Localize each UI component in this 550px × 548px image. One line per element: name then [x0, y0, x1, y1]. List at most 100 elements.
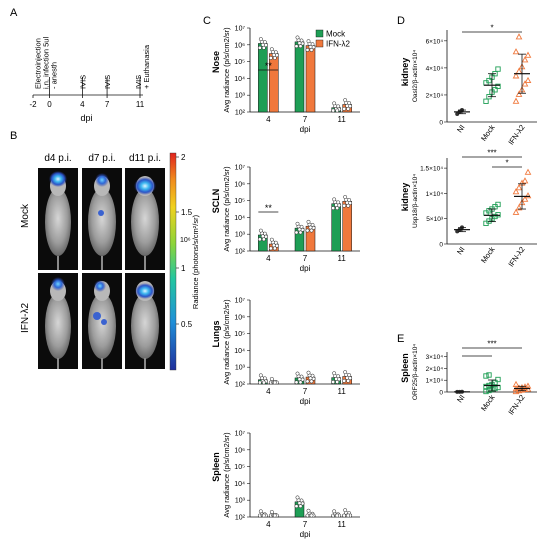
significance-label: ** [265, 203, 273, 213]
data-point [258, 228, 263, 233]
col-label-d4: d4 p.i. [44, 153, 71, 164]
x-axis-label: dpi [300, 264, 311, 273]
legend-swatch-mock [315, 29, 324, 38]
data-point [305, 47, 310, 52]
y-axis-label: Avg radiance (p/s/cm2/sr) [222, 432, 231, 518]
x-tick-label: 7 [303, 520, 308, 529]
data-point [515, 67, 523, 74]
colorbar-tick-label: 0.5 [181, 320, 193, 329]
data-point [331, 206, 336, 211]
data-point [295, 35, 300, 40]
data-point [495, 376, 501, 383]
timeline-event-label: IVIS [103, 75, 112, 89]
x-tick-label: 4 [266, 254, 271, 263]
x-tick-label: Mock [479, 245, 497, 265]
data-point [272, 56, 277, 60]
y-tick-label: 10² [235, 515, 246, 522]
data-point [492, 213, 498, 220]
imaging-panel: d4 p.i. d7 p.i. d11 p.i. Mock IFN-λ2 [20, 152, 200, 371]
chart-lungs: 10² 10³ 10⁴ 10⁵ 10⁶ 10⁷ Lungs Avg radiance (p/s… [211, 298, 360, 406]
data-point [258, 373, 263, 378]
data-point [512, 72, 520, 79]
x-axis-label: dpi [300, 125, 311, 134]
data-point [515, 204, 523, 211]
chart-kidney-oasl2: 0 2×10⁴ 4×10⁴ 6×10⁴ kidney Oasl2/β-actin×10⁴ N… [400, 24, 537, 147]
x-tick-label: 4 [266, 520, 271, 529]
data-point [309, 513, 314, 518]
y-tick-label: 0 [439, 242, 443, 249]
timeline-event-label: Electroinjection [33, 38, 42, 89]
col-label-d11: d11 p.i. [129, 153, 161, 164]
mouse-image-mock-d4 [38, 168, 78, 270]
significance-label: * [505, 159, 508, 168]
colorbar-label: Radiance (photons/s/cm²/sr) [191, 214, 200, 309]
data-point [269, 47, 274, 52]
y-tick-label: 10⁴ [234, 481, 245, 488]
timeline-tick-label: 11 [136, 100, 145, 109]
data-point [492, 87, 498, 93]
data-point [298, 230, 303, 235]
data-point [309, 47, 314, 52]
y-tick-label: 10⁶ [234, 314, 245, 321]
y-tick-label: 10⁵ [234, 59, 245, 66]
chart-title: kidney [400, 183, 410, 212]
data-point [306, 370, 311, 375]
legend-label: IFN-λ2 [326, 40, 351, 49]
panel-label-c: C [203, 15, 211, 27]
y-tick-label: 10⁴ [234, 76, 245, 83]
significance-label: * [490, 24, 493, 33]
x-tick-label: 11 [338, 254, 347, 263]
bar-ifn [342, 201, 352, 252]
data-point [521, 177, 529, 184]
data-point [495, 201, 501, 208]
data-point [309, 228, 314, 233]
data-point [272, 513, 277, 518]
x-tick-label: IFN-λ2 [506, 245, 526, 269]
row-label-ifn: IFN-λ2 [20, 303, 31, 333]
data-point [309, 379, 314, 384]
data-point [343, 370, 348, 375]
chart-title: Spleen [400, 353, 410, 383]
y-tick-label: 1×10⁴ [426, 378, 444, 385]
data-point [495, 83, 501, 90]
y-tick-label: 4×10⁴ [426, 65, 444, 72]
data-point [515, 33, 523, 40]
bar-ifn [305, 45, 316, 113]
mouse-image-ifn-d11 [125, 273, 165, 369]
timeline-tick-label: 7 [105, 100, 110, 109]
data-point [258, 37, 263, 42]
data-point [295, 495, 300, 500]
x-tick-label: Mock [479, 393, 497, 413]
significance-label: *** [487, 149, 496, 158]
x-tick-label: NI [455, 393, 467, 404]
data-point [269, 237, 274, 242]
y-tick-label: 10³ [235, 498, 246, 505]
data-point [483, 388, 489, 395]
data-point [512, 48, 520, 55]
y-tick-label: 10⁴ [234, 215, 245, 222]
x-axis-label: dpi [300, 397, 311, 406]
x-tick-label: 11 [338, 387, 347, 396]
data-point [483, 373, 489, 379]
data-point [335, 206, 340, 211]
y-tick-label: 2×10⁴ [426, 366, 444, 373]
data-point [298, 380, 303, 385]
timeline-tick-label: 0 [47, 100, 52, 109]
data-point [342, 203, 347, 208]
data-point [305, 228, 310, 233]
data-point [342, 106, 347, 111]
x-tick-label: 7 [303, 387, 308, 396]
colorbar-tick-label: 1.5 [181, 208, 193, 217]
data-point [306, 219, 311, 224]
data-point [332, 509, 337, 514]
chart-title: Spleen [211, 452, 221, 482]
bar-mock [331, 203, 341, 252]
data-point [521, 195, 529, 202]
data-point [483, 383, 489, 390]
y-tick-label: 10⁴ [234, 348, 245, 355]
data-point [305, 379, 310, 384]
chart-title: Nose [211, 51, 221, 73]
data-point [261, 513, 266, 518]
x-tick-label: 11 [338, 520, 347, 529]
